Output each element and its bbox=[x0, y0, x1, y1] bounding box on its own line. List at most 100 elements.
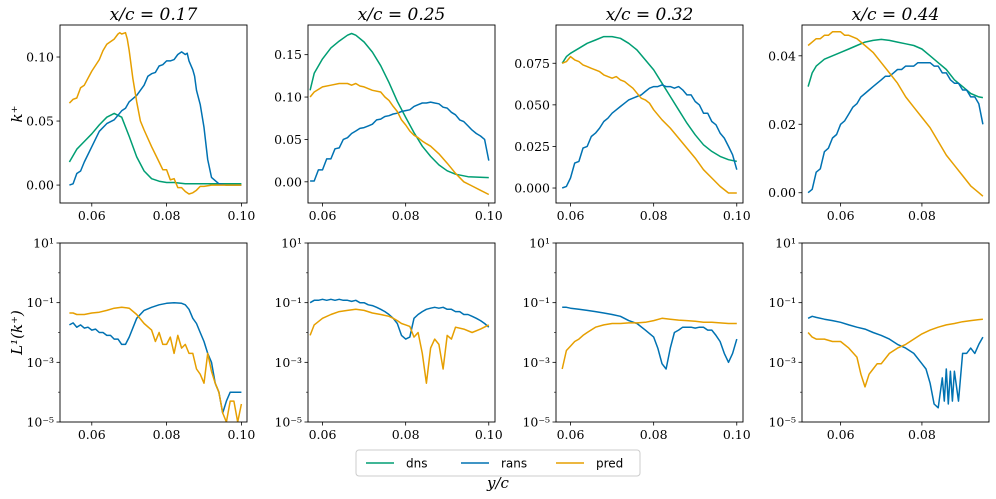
y-tick-label: 10⁻³ bbox=[274, 355, 302, 370]
series-line-rans-top-2 bbox=[310, 101, 490, 182]
y-tick-label: 10¹ bbox=[33, 236, 54, 251]
y-tick-label: 0.025 bbox=[514, 139, 550, 154]
chart-panel-top-4: 0.06 0.08 0.00 0.02 0.04 x/c = 0.44 bbox=[768, 5, 990, 223]
chart-panel-bottom-2: 0.06 0.08 0.10 10⁻⁵ 10⁻³ 10⁻¹ 10¹ bbox=[274, 236, 502, 443]
y-tick-label: 10⁻¹ bbox=[26, 295, 54, 310]
x-tick-label: 0.10 bbox=[475, 427, 503, 442]
series-line-rans-top-4 bbox=[807, 61, 984, 194]
y-tick-label: 10⁻¹ bbox=[522, 295, 550, 310]
series-line-dns-top-2 bbox=[309, 32, 489, 179]
legend-box bbox=[355, 449, 641, 477]
y-tick-label: 10¹ bbox=[529, 236, 550, 251]
chart-panel-bottom-4: 0.06 0.08 10⁻⁵ 10⁻³ 10⁻¹ 10¹ bbox=[768, 236, 990, 442]
series-line-pred-top-2 bbox=[309, 82, 490, 196]
axes-frame bbox=[59, 24, 248, 204]
y-tick-label: 10⁻⁵ bbox=[26, 415, 54, 430]
series-line-rans-bottom-4 bbox=[807, 315, 984, 409]
series-line-pred-bottom-1 bbox=[69, 306, 243, 422]
y-tick-label: 10⁻⁵ bbox=[274, 415, 302, 430]
y-tick-label: 0.04 bbox=[768, 48, 796, 63]
x-tick-label: 0.10 bbox=[227, 208, 255, 223]
series-line-rans-bottom-3 bbox=[562, 306, 738, 370]
chart-panel-top-1: 0.06 0.08 0.10 0.00 0.05 0.10 x/c = 0.17 k⁺ bbox=[8, 5, 255, 223]
series-line-dns-top-4 bbox=[807, 38, 984, 99]
panel-title: x/c = 0.32 bbox=[606, 5, 694, 25]
x-tick-label: 0.08 bbox=[640, 208, 668, 223]
legend: dns rans pred bbox=[355, 449, 641, 477]
series-line-pred-top-3 bbox=[561, 55, 737, 194]
axes-frame bbox=[555, 24, 744, 204]
y-tick-label: 10⁻³ bbox=[522, 355, 550, 370]
y-tick-label: 0.02 bbox=[768, 117, 796, 132]
y-tick-label: 0.00 bbox=[26, 178, 54, 193]
y-tick-label: 0.050 bbox=[514, 97, 550, 112]
chart-panel-bottom-1: 0.06 0.08 0.10 10⁻⁵ 10⁻³ 10⁻¹ 10¹ L¹(k⁺) bbox=[8, 236, 255, 443]
legend-label-dns: dns bbox=[406, 457, 427, 471]
y-tick-label: 0.05 bbox=[274, 132, 302, 147]
y-tick-label: 0.15 bbox=[274, 47, 302, 62]
x-tick-label: 0.08 bbox=[153, 208, 181, 223]
series-line-pred-bottom-2 bbox=[309, 308, 490, 384]
x-tick-label: 0.08 bbox=[640, 427, 668, 442]
series-line-pred-top-4 bbox=[807, 31, 984, 197]
x-tick-label: 0.06 bbox=[78, 427, 106, 442]
series-line-rans-top-1 bbox=[69, 51, 242, 186]
series-line-pred-bottom-4 bbox=[807, 318, 983, 388]
x-tick-label: 0.08 bbox=[392, 208, 420, 223]
x-tick-label: 0.10 bbox=[475, 208, 503, 223]
chart-panel-top-3: 0.06 0.08 0.10 0.000 0.025 0.050 0.075 x/c = 0.… bbox=[514, 5, 751, 223]
y-tick-label: 0.00 bbox=[768, 185, 796, 200]
x-tick-label: 0.06 bbox=[309, 427, 337, 442]
x-tick-label: 0.06 bbox=[827, 208, 855, 223]
axes-frame bbox=[307, 242, 496, 423]
x-tick-label: 0.06 bbox=[557, 208, 585, 223]
y-tick-label: 10⁻⁵ bbox=[768, 415, 796, 430]
axes-frame bbox=[307, 24, 496, 204]
y-axis-label: L¹(k⁺) bbox=[8, 310, 26, 356]
panel-title: x/c = 0.25 bbox=[358, 5, 446, 25]
x-tick-label: 0.10 bbox=[227, 427, 255, 442]
y-tick-label: 10⁻¹ bbox=[768, 295, 796, 310]
x-axis-label: y/c bbox=[486, 474, 510, 492]
series-line-rans-bottom-1 bbox=[69, 301, 242, 414]
series-line-rans-bottom-2 bbox=[309, 298, 490, 340]
panel-title: x/c = 0.44 bbox=[852, 5, 940, 25]
chart-panel-bottom-3: 0.06 0.08 0.10 10⁻⁵ 10⁻³ 10⁻¹ 10¹ bbox=[522, 236, 750, 443]
y-tick-label: 10⁻³ bbox=[768, 355, 796, 370]
x-tick-label: 0.06 bbox=[78, 208, 106, 223]
x-tick-label: 0.08 bbox=[908, 427, 936, 442]
series-line-dns-top-3 bbox=[561, 35, 737, 163]
x-tick-label: 0.06 bbox=[309, 208, 337, 223]
legend-label-pred: pred bbox=[596, 457, 623, 471]
x-tick-label: 0.08 bbox=[908, 208, 936, 223]
series-line-pred-bottom-3 bbox=[561, 317, 737, 370]
y-tick-label: 0.10 bbox=[274, 90, 302, 105]
x-tick-label: 0.06 bbox=[557, 427, 585, 442]
axes-frame bbox=[555, 242, 744, 423]
y-tick-label: 10⁻³ bbox=[26, 355, 54, 370]
x-tick-label: 0.10 bbox=[723, 427, 751, 442]
x-tick-label: 0.06 bbox=[827, 427, 855, 442]
axes-frame bbox=[801, 242, 990, 423]
x-tick-label: 0.10 bbox=[723, 208, 751, 223]
x-tick-label: 0.08 bbox=[153, 427, 181, 442]
x-tick-label: 0.08 bbox=[392, 427, 420, 442]
chart-panel-top-2: 0.06 0.08 0.10 0.00 0.05 0.10 0.15 x/c = 0.25 bbox=[274, 5, 503, 223]
y-tick-label: 0.075 bbox=[514, 56, 550, 71]
axes-frame bbox=[801, 24, 990, 204]
series-line-pred-top-1 bbox=[68, 31, 242, 195]
y-tick-label: 0.05 bbox=[26, 114, 54, 129]
y-tick-label: 0.00 bbox=[274, 174, 302, 189]
y-tick-label: 0.000 bbox=[514, 181, 550, 196]
y-tick-label: 10¹ bbox=[281, 236, 302, 251]
legend-label-rans: rans bbox=[501, 457, 527, 471]
y-tick-label: 10⁻¹ bbox=[274, 295, 302, 310]
y-tick-label: 0.10 bbox=[26, 50, 54, 65]
series-line-dns-top-1 bbox=[68, 112, 242, 185]
y-tick-label: 10⁻⁵ bbox=[522, 415, 550, 430]
y-axis-label: k⁺ bbox=[8, 105, 26, 122]
y-tick-label: 10¹ bbox=[775, 236, 796, 251]
series-line-rans-top-3 bbox=[561, 84, 738, 189]
panel-title: x/c = 0.17 bbox=[110, 5, 198, 25]
